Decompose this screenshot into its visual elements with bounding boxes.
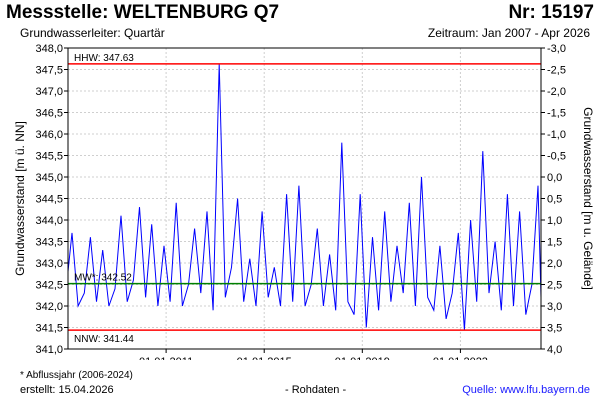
- y-tick-label: 343,0: [35, 258, 63, 270]
- series-line-0: [67, 63, 542, 331]
- x-tick-label: 01.01.2023: [433, 356, 488, 360]
- reference-label: NNW: 341.44: [74, 334, 134, 345]
- y-tick-label: 346,0: [35, 129, 63, 141]
- x-axis: 01.01.2011 01.01.2015 01.01.2019 01.01.2023: [139, 349, 488, 360]
- footnote: * Abflussjahr (2006-2024): [20, 370, 133, 381]
- y-tick-label: 341,5: [35, 323, 63, 335]
- y-tick-label-right: 1,5: [547, 237, 562, 249]
- station-number: Nr: 15197: [508, 2, 594, 23]
- y-tick-label-right: 3,5: [547, 323, 562, 335]
- y-tick-label-right: 2,0: [547, 258, 562, 270]
- y-axis-label-right: Grundwasserstand [m u. Gelände]: [581, 107, 595, 290]
- y-tick-label: 342,5: [35, 280, 63, 292]
- y-tick-label-right: 0,0: [547, 172, 562, 184]
- y-tick-label-right: 4,0: [547, 344, 562, 356]
- y-tick-label-right: 0,5: [547, 194, 562, 206]
- y-tick-label-right: -2,5: [547, 65, 566, 77]
- x-tick-label: 01.01.2015: [237, 356, 292, 360]
- y-tick-label-right: 1,0: [547, 215, 562, 227]
- y-tick-label: 341,0: [35, 344, 63, 356]
- y-tick-label-right: 2,5: [547, 280, 562, 292]
- y-tick-label-right: -3,0: [547, 43, 566, 55]
- raw-data-note: - Rohdaten -: [285, 384, 347, 396]
- created-date: erstellt: 15.04.2026: [20, 384, 114, 396]
- y-tick-label: 348,0: [35, 43, 63, 55]
- y-tick-label-right: -1,5: [547, 108, 566, 120]
- y-tick-label: 344,0: [35, 215, 63, 227]
- y-tick-label-right: 3,0: [547, 301, 562, 313]
- period-label: Zeitraum: Jan 2007 - Apr 2026: [427, 26, 590, 40]
- page-title: Messstelle: WELTENBURG Q7: [6, 2, 280, 23]
- y-tick-label: 343,5: [35, 237, 63, 249]
- y-tick-label: 345,0: [35, 172, 63, 184]
- y-tick-label: 347,0: [35, 86, 63, 98]
- y-tick-label-right: -2,0: [547, 86, 566, 98]
- reference-lines: HHW: 347.63 MW*: 342.52 NNW: 341.44: [68, 53, 541, 345]
- series-layer: [67, 63, 542, 331]
- grid-lines: [68, 48, 541, 349]
- aquifer-label: Grundwasserleiter: Quartär: [20, 26, 165, 40]
- y-tick-label: 347,5: [35, 65, 63, 77]
- x-tick-label: 01.01.2019: [335, 356, 390, 360]
- reference-label: MW*: 342.52: [74, 273, 132, 284]
- source-link[interactable]: Quelle: www.lfu.bayern.de: [462, 384, 590, 396]
- y-tick-label: 344,5: [35, 194, 63, 206]
- y-tick-label: 345,5: [35, 151, 63, 163]
- y-tick-label-right: -0,5: [547, 151, 566, 163]
- right-axis: 4,0 3,5 3,0 2,5 2,0 1,5 1,0 0,5 0,0 -0,5 -1,0 -1,5 -…: [541, 43, 566, 356]
- reference-label: HHW: 347.63: [74, 53, 134, 64]
- y-axis-label-left: Grundwasserstand [m ü. NN]: [13, 121, 27, 276]
- y-tick-label: 346,5: [35, 108, 63, 120]
- x-tick-label: 01.01.2011: [139, 356, 193, 360]
- y-tick-label: 342,0: [35, 301, 63, 313]
- left-axis: 341,0 341,5 342,0 342,5 343,0 343,5 344,0 344,5…: [35, 43, 68, 356]
- y-tick-label-right: -1,0: [547, 129, 566, 141]
